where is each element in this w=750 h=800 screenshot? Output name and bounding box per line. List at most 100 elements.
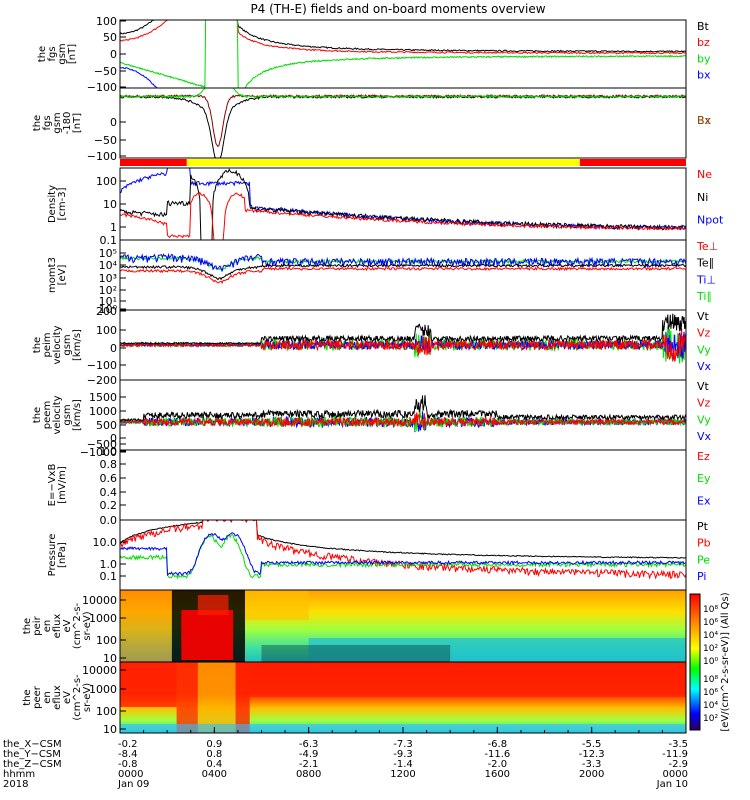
y-tick-label: 100 bbox=[96, 15, 117, 28]
x-tick-label: -2.1 bbox=[299, 759, 319, 770]
colorbar-tick: 10⁸ bbox=[703, 675, 718, 685]
series-line bbox=[119, 532, 687, 576]
legend-entry: Te⊥ bbox=[696, 240, 718, 253]
y-axis-label: peer bbox=[32, 685, 43, 709]
y-axis-label: eflux bbox=[52, 685, 63, 710]
y-tick-label: 100 bbox=[96, 634, 117, 647]
x-tick-label: 2000 bbox=[579, 769, 604, 780]
y-tick-label: 0.6 bbox=[100, 472, 118, 485]
mode-segment bbox=[186, 159, 580, 166]
x-tick-label: -7.3 bbox=[393, 739, 413, 750]
y-axis-label: [mV/m] bbox=[57, 466, 68, 504]
legend-entry: Pb bbox=[697, 537, 711, 550]
legend-entry: bz bbox=[697, 36, 710, 49]
y-axis-label: peir bbox=[32, 615, 43, 635]
series-line bbox=[119, 19, 687, 89]
y-axis-label: sr-eV) bbox=[82, 683, 93, 712]
series-line bbox=[119, 252, 687, 272]
y-axis-label: sr-eV) bbox=[82, 611, 93, 640]
x-row-label: 2018 bbox=[3, 779, 28, 790]
legend-entry: by bbox=[697, 52, 711, 65]
mode-segment bbox=[120, 159, 187, 166]
y-tick-label: −50 bbox=[94, 65, 117, 78]
y-axis-label: the bbox=[22, 689, 33, 705]
y-axis-label: fgs bbox=[47, 46, 58, 61]
y-tick-label: 1.0 bbox=[100, 558, 118, 571]
peer-spectrogram-panel-band bbox=[249, 662, 687, 697]
x-tick-label: -11.9 bbox=[662, 749, 688, 760]
x-row-label: hhmm bbox=[3, 769, 35, 780]
series-line bbox=[119, 533, 687, 580]
y-axis-label: eflux bbox=[52, 614, 63, 639]
y-axis-label: the bbox=[32, 407, 43, 423]
y-axis-label: the bbox=[32, 337, 43, 353]
y-tick-label: −200 bbox=[87, 374, 117, 387]
y-tick-label: −1000 bbox=[80, 446, 117, 459]
x-tick-label: -5.5 bbox=[582, 739, 602, 750]
y-tick-label: 0.0 bbox=[100, 514, 118, 527]
series-line bbox=[119, 191, 687, 241]
colorbar-label: [eV/(cm^2-s-sr-eV)] (All Qs) bbox=[720, 592, 731, 731]
y-tick-label: 0 bbox=[110, 48, 117, 61]
legend-entry: bx bbox=[697, 68, 711, 81]
y-tick-label: −500 bbox=[87, 438, 117, 451]
y-tick-label: 10² bbox=[99, 284, 117, 297]
series-line bbox=[119, 328, 687, 362]
y-axis-label: (cm^2-s- bbox=[72, 602, 83, 649]
y-tick-label: 10000 bbox=[82, 664, 117, 677]
y-axis-label: peim bbox=[42, 332, 53, 357]
y-tick-label: 500 bbox=[96, 419, 117, 432]
x-row-label: the_Y−CSM bbox=[3, 749, 61, 760]
y-tick-label: 10.0 bbox=[93, 536, 118, 549]
x-row-label: the_X−CSM bbox=[3, 739, 62, 750]
x-tick-label: 0.8 bbox=[206, 749, 222, 760]
y-tick-label: 1500 bbox=[89, 391, 117, 404]
x-tick-label: 1600 bbox=[485, 769, 510, 780]
legend-entry: Vz bbox=[697, 327, 711, 340]
y-tick-label: 0.1 bbox=[100, 570, 118, 583]
y-axis-label: peem bbox=[42, 401, 53, 429]
y-axis-label: (cm^2-s- bbox=[72, 674, 83, 721]
x-tick-label: -6.8 bbox=[488, 739, 508, 750]
x-tick-label: -2.9 bbox=[668, 759, 688, 770]
x-tick-label: -4.9 bbox=[299, 749, 319, 760]
peir-spectrogram-panel-band bbox=[261, 645, 451, 662]
x-tick-label: -8.4 bbox=[118, 749, 138, 760]
x-tick-label: -3.3 bbox=[582, 759, 602, 770]
x-tick-label: -0.2 bbox=[118, 739, 138, 750]
y-axis-label: [nT] bbox=[72, 113, 83, 133]
y-tick-label: 0.1 bbox=[100, 234, 118, 247]
colorbar-tick: 10⁴ bbox=[703, 701, 718, 711]
colorbar-tick: 10⁶ bbox=[703, 618, 718, 628]
y-axis-label: the bbox=[22, 618, 33, 634]
legend-entry: Bz bbox=[697, 114, 711, 127]
legend-entry: Te∥ bbox=[696, 257, 714, 270]
x-tick-label: -12.3 bbox=[579, 749, 605, 760]
y-axis-label: eV bbox=[62, 691, 73, 704]
colorbar-tick: 10⁰ bbox=[703, 657, 718, 667]
series-line bbox=[120, 94, 687, 148]
efield-panel-frame bbox=[119, 449, 687, 521]
peer-spectrogram-panel-band bbox=[197, 662, 236, 733]
legend-entry: Bx bbox=[697, 114, 712, 127]
y-axis-label: the bbox=[32, 115, 43, 131]
y-axis-label: Pressure bbox=[47, 534, 58, 577]
y-tick-label: 1000 bbox=[89, 683, 117, 696]
x-tick-label: -9.3 bbox=[393, 749, 413, 760]
x-tick-label: -6.3 bbox=[299, 739, 319, 750]
peer-spectrogram-panel-band bbox=[176, 662, 198, 733]
legend-entry: Vt bbox=[697, 310, 710, 323]
series-line bbox=[119, 168, 687, 241]
legend-entry: Ez bbox=[697, 450, 710, 463]
y-axis-label: -180 bbox=[62, 112, 73, 135]
peir-spectrogram-panel-band bbox=[197, 595, 229, 615]
legend-entry: Vx bbox=[697, 360, 712, 373]
y-axis-label: en bbox=[42, 620, 53, 633]
legend-entry: Ex bbox=[697, 494, 711, 507]
y-axis-label: fgs bbox=[42, 115, 53, 130]
y-tick-label: 0 bbox=[110, 342, 117, 355]
y-axis-label: gsm bbox=[57, 43, 68, 64]
legend-entry: Pi bbox=[697, 570, 706, 583]
y-axis-label: eV bbox=[62, 619, 73, 632]
x-tick-label: 0800 bbox=[296, 769, 321, 780]
